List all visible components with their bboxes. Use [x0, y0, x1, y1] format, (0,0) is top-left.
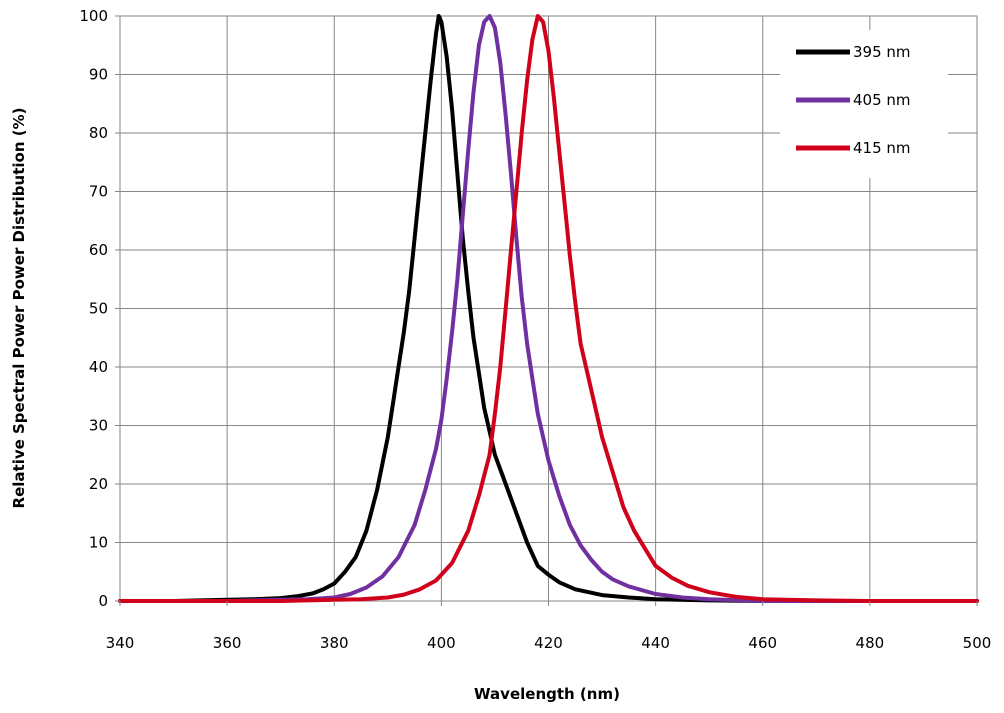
- y-tick-label: 20: [89, 475, 108, 493]
- series-line-405-nm: [118, 14, 979, 603]
- y-tick-label: 50: [89, 300, 108, 318]
- x-tick-label: 500: [963, 634, 992, 652]
- series-line-395-nm: [118, 14, 979, 603]
- x-axis-title: Wavelength (nm): [474, 685, 620, 703]
- y-axis-title: Relative Spectral Power Power Distributi…: [10, 108, 28, 509]
- x-tick-label: 400: [427, 634, 456, 652]
- x-tick-label: 420: [534, 634, 563, 652]
- legend-label: 395 nm: [853, 43, 911, 61]
- x-axis-ticks: 340 360 380 400 420 440 460 480 500: [106, 601, 992, 652]
- y-tick-label: 60: [89, 241, 108, 259]
- series-lines: [118, 14, 979, 603]
- y-tick-label: 10: [89, 534, 108, 552]
- legend-box: [780, 30, 948, 178]
- y-tick-label: 0: [98, 592, 108, 610]
- y-tick-label: 100: [79, 7, 108, 25]
- y-tick-label: 90: [89, 66, 108, 84]
- y-tick-label: 30: [89, 417, 108, 435]
- x-tick-label: 360: [213, 634, 242, 652]
- series-line-415-nm: [118, 14, 979, 603]
- legend-label: 415 nm: [853, 139, 911, 157]
- legend: 395 nm 405 nm 415 nm: [780, 30, 948, 178]
- y-tick-label: 80: [89, 124, 108, 142]
- x-tick-label: 380: [320, 634, 349, 652]
- x-tick-label: 340: [106, 634, 135, 652]
- x-tick-label: 460: [748, 634, 777, 652]
- x-tick-label: 480: [856, 634, 885, 652]
- legend-label: 405 nm: [853, 91, 911, 109]
- y-tick-label: 70: [89, 183, 108, 201]
- y-tick-label: 40: [89, 358, 108, 376]
- y-axis-ticks: 0 10 20 30 40 50 60 70 80 90 100: [79, 7, 120, 610]
- x-tick-label: 440: [641, 634, 670, 652]
